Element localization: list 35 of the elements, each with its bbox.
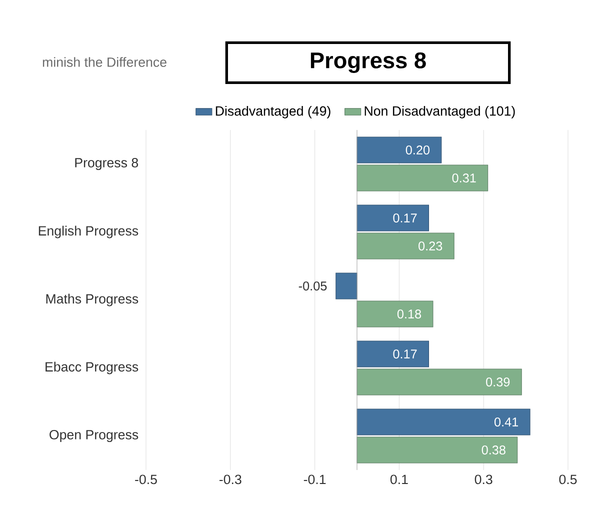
bar: [356, 436, 518, 464]
x-tick-label: -0.1: [304, 474, 326, 484]
x-tick-label: 0.5: [559, 474, 577, 484]
x-tick-label: -0.3: [220, 474, 242, 484]
data-label: 0.17: [393, 214, 417, 222]
data-label: -0.05: [298, 282, 327, 290]
bar: [356, 232, 454, 260]
bar: [336, 272, 358, 300]
data-label: 0.39: [486, 378, 510, 386]
chart-title: Progress 8: [310, 52, 426, 73]
bar: [356, 136, 442, 164]
y-tick-label: English Progress: [38, 226, 138, 238]
y-tick-label: Progress 8: [75, 158, 138, 170]
data-label: 0.18: [397, 310, 422, 318]
data-label: 0.31: [452, 174, 476, 182]
data-label: 0.20: [406, 146, 430, 154]
data-label: 0.41: [494, 418, 518, 426]
bar: [356, 368, 522, 396]
legend-label: Non Disadvantaged (101): [364, 106, 515, 118]
bar: [356, 408, 530, 436]
bar: [356, 204, 430, 232]
y-tick-label: Maths Progress: [46, 294, 138, 306]
y-tick-label: Open Progress: [50, 430, 138, 442]
legend-label: Disadvantaged (49): [216, 106, 330, 118]
data-label: 0.17: [393, 350, 417, 358]
x-tick-label: 0.1: [390, 474, 408, 484]
x-tick-label: 0.3: [474, 474, 492, 484]
data-label: 0.38: [482, 446, 506, 454]
x-tick-label: -0.5: [135, 474, 157, 484]
bar: [356, 164, 488, 192]
chart-subtitle: minish the Difference: [42, 57, 166, 67]
bar: [356, 300, 434, 328]
data-label: 0.23: [418, 242, 442, 250]
bar: [356, 340, 430, 368]
y-tick-label: Ebacc Progress: [46, 362, 138, 374]
